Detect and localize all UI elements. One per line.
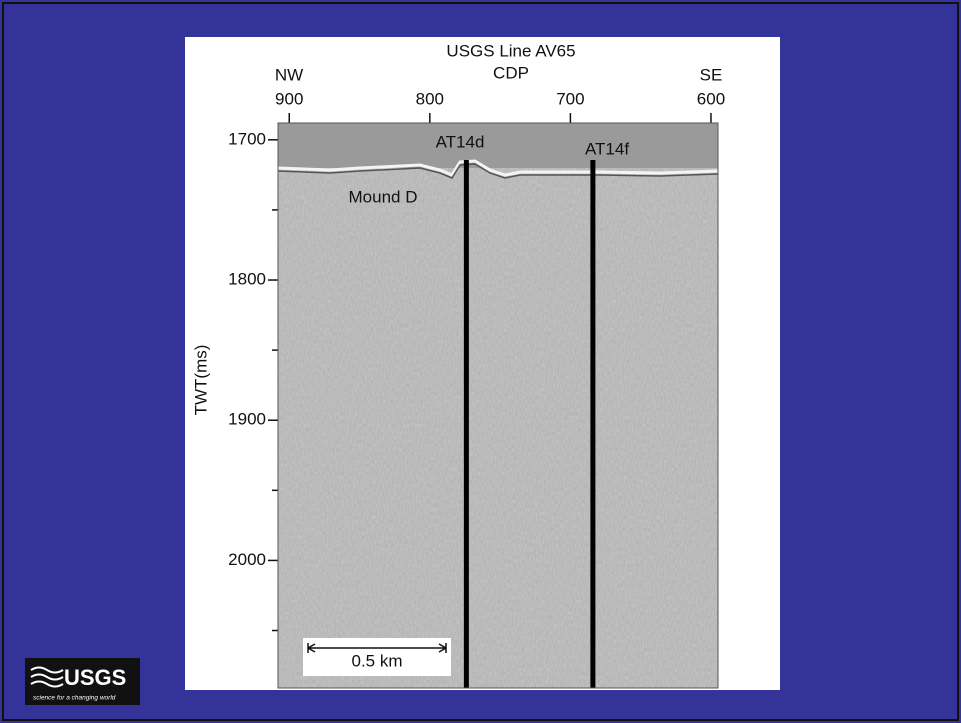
well-label: AT14f (585, 139, 629, 158)
x-axis-label: CDP (493, 63, 529, 82)
chart-title: USGS Line AV65 (446, 41, 575, 60)
x-tick-label: 900 (275, 89, 303, 108)
usgs-logo: USGS science for a changing world (25, 658, 140, 705)
direction-label: NW (275, 65, 303, 84)
scale-bar (307, 643, 447, 653)
logo-tagline: science for a changing world (33, 695, 116, 702)
x-tick-label: 600 (697, 89, 725, 108)
y-tick-label: 1700 (228, 129, 266, 148)
y-tick-label: 1900 (228, 410, 266, 429)
x-tick-label: 800 (416, 89, 444, 108)
y-axis-label: TWT(ms) (191, 345, 210, 416)
direction-label: SE (700, 65, 723, 84)
y-tick-label: 2000 (228, 550, 266, 569)
logo-text: USGS (64, 665, 126, 690)
seismic-texture (278, 123, 718, 688)
plot-area: USGS Line AV65 CDP NW SE TWT(ms) 900 800 700 600… (191, 41, 725, 689)
water-column (278, 123, 718, 168)
x-tick-label: 700 (556, 89, 584, 108)
well-label: AT14d (436, 132, 485, 151)
scale-bar-box (303, 638, 451, 676)
logo-waves (30, 666, 64, 688)
feature-label: Mound D (349, 187, 418, 206)
scale-label: 0.5 km (351, 651, 402, 670)
plot-frame (277, 122, 719, 689)
y-tick-label: 1800 (228, 270, 266, 289)
